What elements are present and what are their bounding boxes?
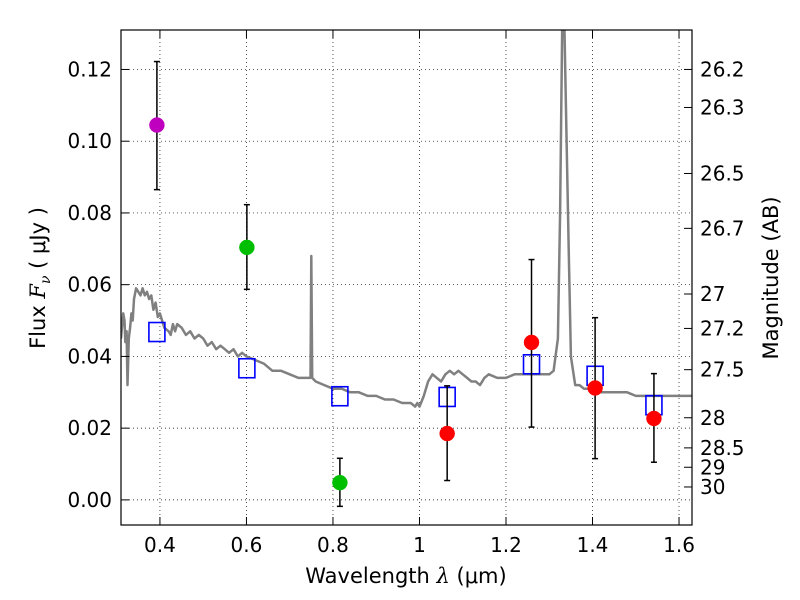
x-tick-label: 0.6 (231, 533, 263, 557)
data-point (587, 380, 603, 396)
right-tick-label: 28 (700, 406, 725, 430)
data-point (239, 239, 255, 256)
model-photometry-square (238, 357, 256, 379)
x-tick-label: 1.2 (490, 533, 522, 557)
right-axis-label: Magnitude (AB) (759, 196, 783, 359)
data-point (646, 410, 662, 427)
right-tick-label: 27.2 (700, 316, 745, 340)
y-tick-label: 0.12 (67, 57, 112, 81)
y-tick-label: 0.04 (67, 344, 112, 368)
right-tick-label: 28.5 (700, 436, 745, 460)
y-tick-label: 0.10 (67, 129, 112, 153)
x-axis-label: Wavelength λ (μm) (305, 564, 506, 588)
right-tick-label: 29 (700, 455, 725, 479)
x-axis: 0.4 0.6 0.8 1 1.2 1.4 1.6 (144, 30, 695, 557)
x-tick-label: 1.4 (577, 533, 609, 557)
x-tick-label: 1 (413, 533, 426, 557)
grid-lines (121, 30, 692, 525)
x-tick-label: 0.4 (144, 533, 176, 557)
template-spectrum-line (121, 30, 692, 408)
right-tick-label: 27.5 (700, 358, 745, 382)
plot-background (121, 30, 692, 525)
data-point (149, 117, 165, 133)
right-tick-label: 30 (700, 475, 725, 499)
y-tick-label: 0.00 (67, 488, 112, 512)
plot-frame (120, 29, 693, 526)
data-point (332, 474, 348, 491)
right-tick-label: 26.7 (700, 216, 745, 240)
x-tick-label: 1.6 (663, 533, 695, 557)
y-tick-label: 0.06 (67, 273, 112, 297)
y-tick-label: 0.08 (67, 201, 112, 225)
right-tick-label: 26.3 (700, 95, 745, 119)
model-photometry-square (331, 385, 349, 407)
y-axis-label: Flux Fν ( μJy ) (26, 207, 54, 349)
data-point (439, 425, 455, 442)
x-tick-label: 0.8 (317, 533, 349, 557)
data-point (523, 334, 540, 351)
y-axis: 0.00 0.02 0.04 0.06 0.08 0.10 0.12 (67, 57, 129, 512)
plot-area (121, 30, 692, 508)
y-tick-label: 0.02 (67, 416, 112, 440)
model-photometry-square (148, 321, 166, 343)
right-tick-label: 26.2 (700, 57, 745, 81)
right-tick-label: 26.5 (700, 161, 745, 185)
right-tick-label: 27 (700, 282, 725, 306)
